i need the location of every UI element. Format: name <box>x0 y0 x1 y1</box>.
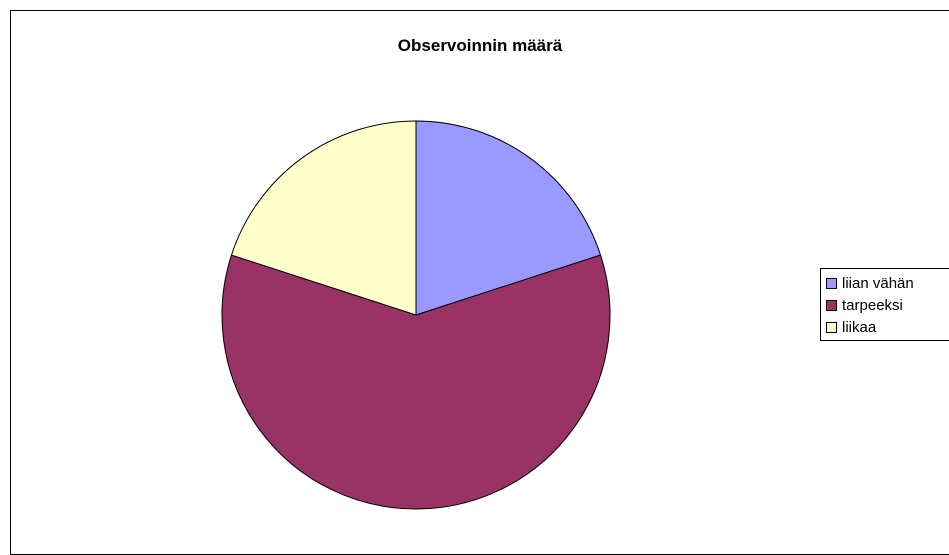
legend-label: liikaa <box>842 318 877 336</box>
legend-item: tarpeeksi <box>821 294 949 316</box>
legend-swatch <box>826 299 837 311</box>
legend-item: liian vähän <box>821 272 949 294</box>
legend: liian vähän tarpeeksi liikaa <box>820 268 949 341</box>
legend-label: tarpeeksi <box>842 296 903 314</box>
legend-label: liian vähän <box>842 274 914 292</box>
pie-slice-2 <box>230 120 417 316</box>
legend-swatch <box>826 321 837 333</box>
legend-item: liikaa <box>821 316 949 338</box>
pie-slice-1 <box>221 254 611 510</box>
chart-title: Observoinnin määrä <box>397 36 563 55</box>
pie-slice-0 <box>415 120 602 316</box>
legend-swatch <box>826 277 837 289</box>
